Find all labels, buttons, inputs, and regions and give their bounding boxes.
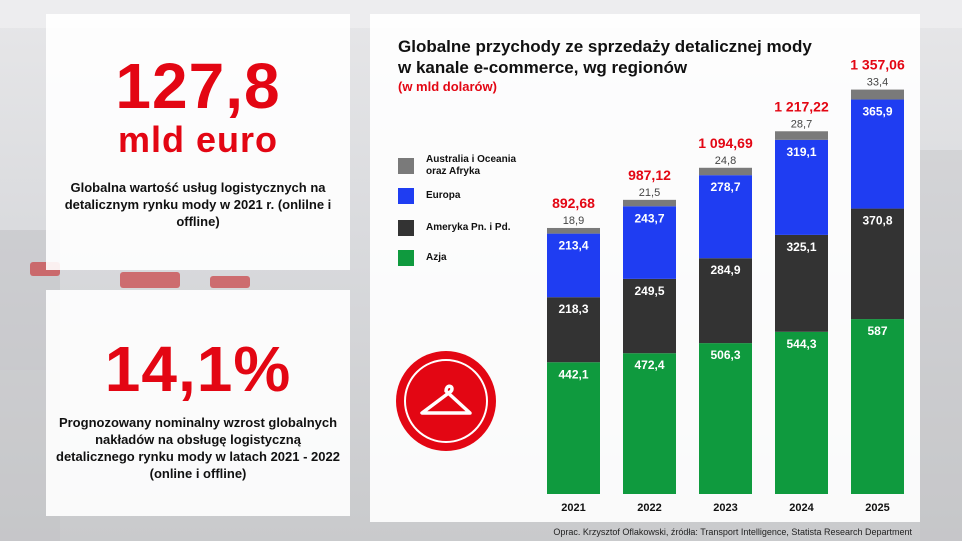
bar-segment	[851, 319, 904, 494]
legend-swatch-australia	[398, 158, 414, 174]
bar-segment	[547, 227, 600, 234]
hanger-badge	[396, 351, 496, 451]
bar-segment	[623, 353, 676, 494]
bar-segment	[699, 343, 752, 494]
bar-segment	[699, 175, 752, 259]
bar-segment	[775, 234, 828, 332]
bar-segment	[623, 199, 676, 207]
segment-label: 18,9	[563, 215, 584, 227]
segment-label: 243,7	[634, 211, 664, 225]
bar-segment	[851, 89, 904, 100]
segment-label: 319,1	[786, 145, 816, 159]
segment-label: 325,1	[786, 240, 816, 254]
bar-segment	[851, 99, 904, 209]
legend-label-europa: Europa	[426, 190, 461, 201]
segment-label: 33,4	[867, 77, 888, 89]
segment-label: 544,3	[786, 337, 816, 351]
stat-value: 127,8	[115, 50, 281, 122]
bar-segment	[547, 233, 600, 298]
legend-item-ameryka: Ameryka Pn. i Pd.	[398, 220, 526, 236]
total-label: 1 357,06	[850, 57, 905, 73]
source-note: Oprac. Krzysztof Oflakowski, źródła: Tra…	[553, 527, 912, 537]
bar-segment	[623, 278, 676, 354]
legend-swatch-ameryka	[398, 220, 414, 236]
total-label: 987,12	[628, 167, 671, 183]
segment-label: 249,5	[634, 284, 664, 298]
bar-segment	[851, 208, 904, 320]
stat-panel-logistics-value: 127,8 mld euro Globalna wartość usług lo…	[46, 14, 350, 270]
segment-label: 370,8	[862, 214, 892, 228]
chart-subtitle: (w mld dolarów)	[398, 79, 497, 94]
legend-label-azja: Azja	[426, 252, 447, 263]
legend-swatch-azja	[398, 250, 414, 266]
segment-label: 365,9	[862, 105, 892, 119]
stacked-bar-chart: 442,1 218,3 213,4 18,9 892,68 2021 472,4 249,5 2…	[547, 57, 905, 514]
bar-segment	[699, 167, 752, 176]
segment-label: 213,4	[558, 239, 588, 253]
segment-label: 218,3	[558, 302, 588, 316]
category-label: 2021	[561, 502, 585, 514]
stat-unit: mld euro	[117, 119, 278, 160]
total-label: 1 217,22	[774, 98, 829, 114]
bar-segment	[547, 297, 600, 363]
stat-description: Globalna wartość usług logistycznych na …	[64, 180, 332, 229]
category-label: 2022	[637, 502, 661, 514]
legend-label-ameryka: Ameryka Pn. i Pd.	[426, 222, 511, 233]
legend-item-europa: Europa	[398, 188, 526, 204]
bar-segment	[775, 131, 828, 140]
stat-growth-value: 14,1%	[104, 333, 292, 405]
chart-panel: Globalne przychody ze sprzedaży detalicz…	[370, 14, 920, 522]
chart-title: Globalne przychody ze sprzedaży detalicz…	[398, 37, 812, 77]
total-label: 892,68	[552, 195, 595, 211]
legend-label-australia: Australia i Oceania oraz Afryka	[426, 154, 517, 177]
segment-label: 24,8	[715, 155, 736, 167]
hanger-icon	[420, 384, 472, 415]
legend-swatch-europa	[398, 188, 414, 204]
category-label: 2024	[789, 502, 814, 514]
total-label: 1 094,69	[698, 135, 753, 151]
segment-label: 442,1	[558, 367, 588, 381]
bar-segment	[699, 258, 752, 344]
bar-segment	[775, 331, 828, 494]
segment-label: 506,3	[710, 348, 740, 362]
segment-label: 472,4	[634, 358, 664, 372]
bar-segment	[623, 206, 676, 279]
segment-label: 284,9	[710, 263, 740, 277]
legend-item-australia: Australia i Oceania oraz Afryka	[398, 154, 526, 178]
segment-label: 21,5	[639, 187, 660, 199]
stat-panel-growth: 14,1% Prognozowany nominalny wzrost glob…	[46, 290, 350, 516]
bar-segment	[547, 362, 600, 494]
segment-label: 587	[867, 324, 887, 338]
segment-label: 28,7	[791, 118, 812, 130]
segment-label: 278,7	[710, 180, 740, 194]
category-label: 2023	[713, 502, 737, 514]
stat-growth-description: Prognozowany nominalny wzrost globalnych…	[56, 415, 340, 481]
category-label: 2025	[865, 502, 889, 514]
legend-item-azja: Azja	[398, 250, 526, 266]
bar-segment	[775, 139, 828, 235]
